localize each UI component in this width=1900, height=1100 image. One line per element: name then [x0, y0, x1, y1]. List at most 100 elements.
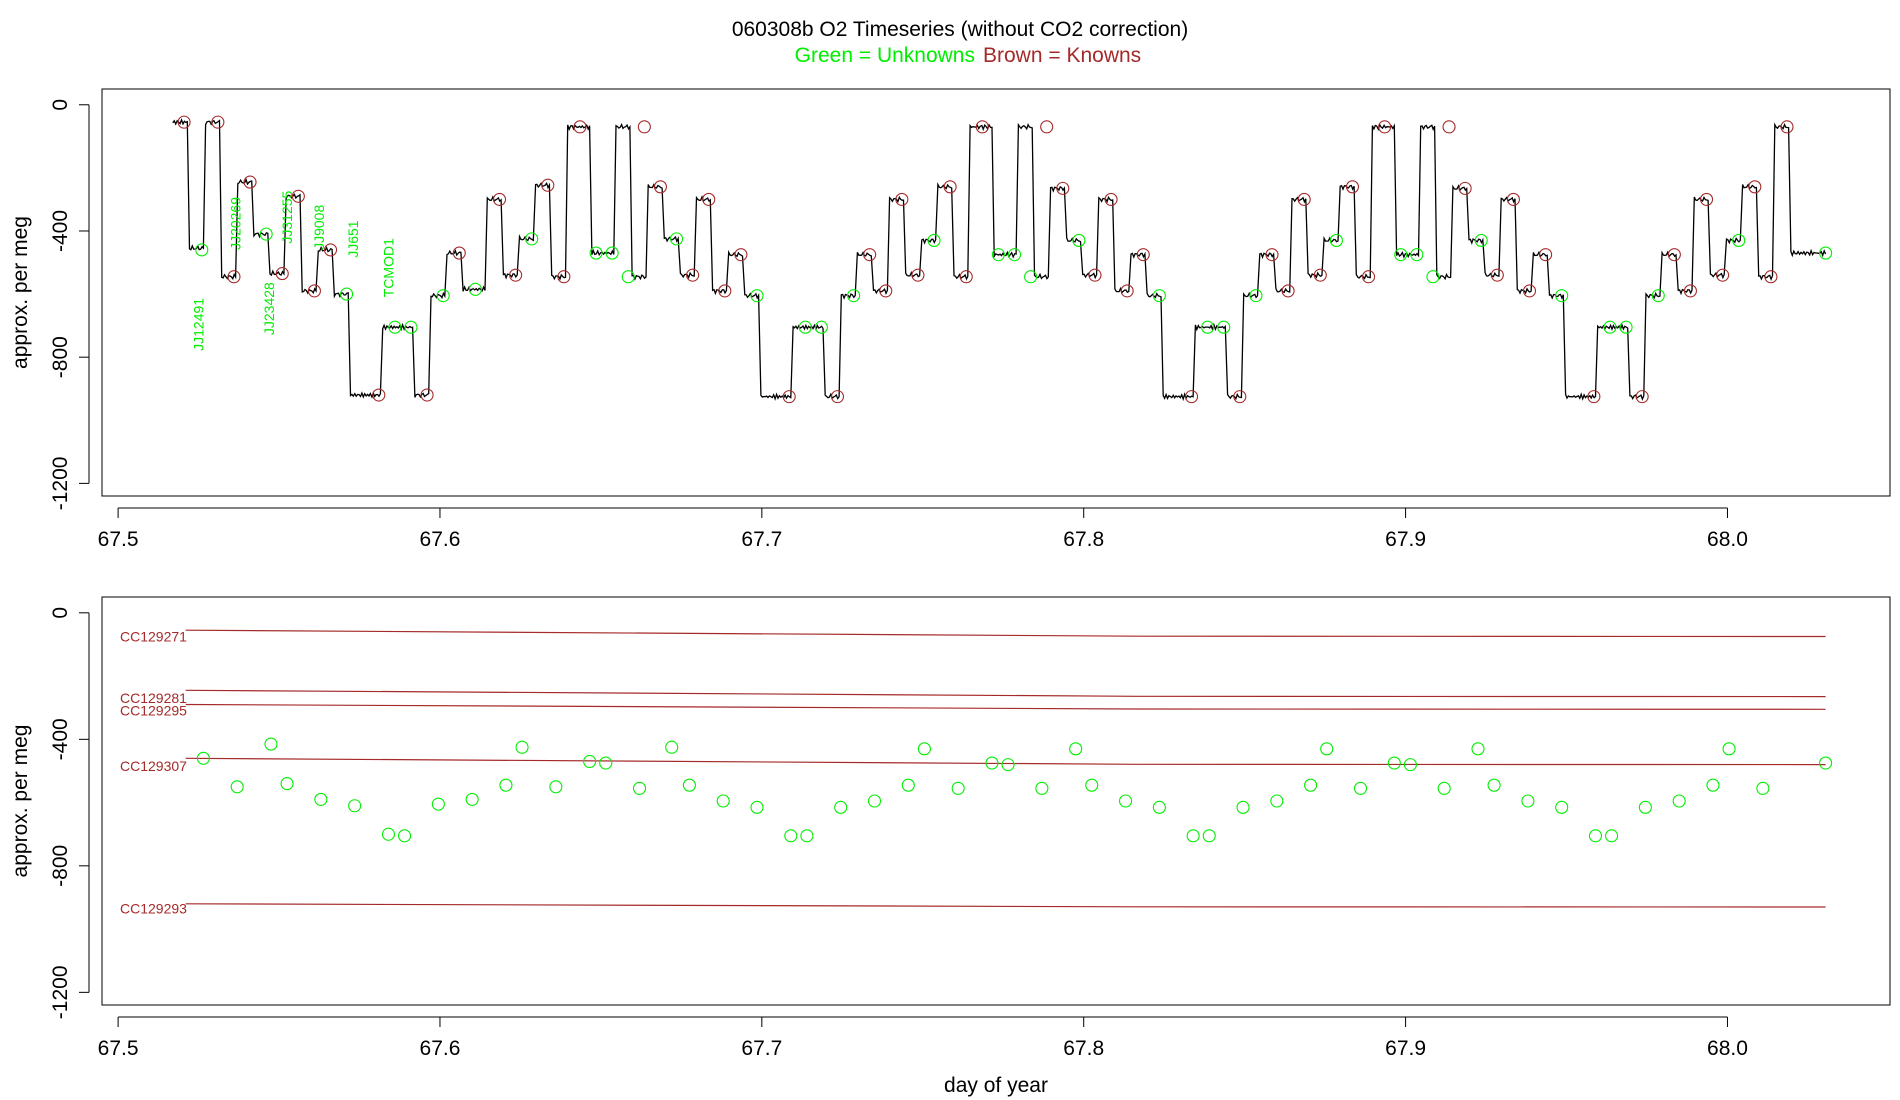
- known-point-marker: [1748, 180, 1762, 194]
- unknown-point-marker: [814, 320, 828, 334]
- known-point-marker: [1040, 120, 1054, 134]
- unknown-point-marker: [1186, 829, 1200, 843]
- unknown-point-marker: [431, 797, 445, 811]
- known-point-marker: [1281, 284, 1295, 298]
- unknown-point-marker: [1487, 778, 1501, 792]
- known-point-marker: [372, 388, 386, 402]
- known-point-marker: [227, 270, 241, 284]
- known-point-marker: [830, 390, 845, 404]
- unknown-point-marker: [901, 778, 915, 792]
- unknown-point-marker: [1394, 248, 1408, 262]
- unknown-point-marker: [1638, 800, 1652, 814]
- unknown-point-marker: [499, 778, 513, 792]
- unknown-point-marker: [991, 248, 1005, 262]
- known-point-marker: [1780, 120, 1794, 134]
- known-point-marker: [211, 115, 225, 129]
- known-point-marker: [1233, 390, 1247, 404]
- known-point-marker: [1378, 120, 1392, 134]
- unknown-point-marker: [1819, 756, 1833, 770]
- unknown-point-marker: [800, 829, 814, 843]
- figure-title: 060308b O2 Timeseries (without CO2 corre…: [732, 18, 1188, 41]
- unknown-point-marker: [750, 800, 764, 814]
- unknown-point-marker: [1474, 233, 1488, 247]
- known-point-marker: [1522, 284, 1537, 298]
- unknown-point-marker: [599, 756, 613, 770]
- known-reference-label: CC129271: [120, 628, 187, 644]
- unknown-point-marker: [436, 289, 450, 303]
- unknown-point-marker: [1426, 270, 1440, 284]
- known-point-marker: [275, 267, 289, 281]
- top-plot-frame: [101, 88, 1891, 497]
- unknown-point-marker: [1588, 829, 1603, 843]
- bottom-x-tick-label: 67.6: [420, 1037, 461, 1060]
- unknown-point-marker: [1651, 289, 1665, 303]
- unknown-point-marker: [1471, 742, 1485, 756]
- known-point-marker: [863, 248, 877, 262]
- known-point-marker: [1667, 248, 1681, 262]
- unknown-point-marker: [398, 829, 412, 843]
- known-point-marker: [1683, 284, 1697, 298]
- known-point-marker: [243, 175, 257, 189]
- unknown-point-marker: [549, 780, 563, 794]
- known-point-marker: [420, 388, 434, 402]
- top-y-axis-label: approx. per meg: [9, 216, 32, 369]
- known-point-marker: [1442, 120, 1456, 134]
- top-y-tick-label: 0: [49, 99, 72, 111]
- unknown-point-marker: [1119, 794, 1133, 808]
- unknown-point-marker: [985, 756, 999, 770]
- unknown-point-marker: [1035, 781, 1049, 795]
- top-x-tick-label: 67.6: [420, 528, 461, 551]
- known-point-marker: [734, 248, 748, 262]
- known-point-marker: [492, 192, 507, 206]
- known-point-marker: [1539, 248, 1553, 262]
- unknown-point-marker: [1437, 781, 1451, 795]
- unknown-point-marker: [1072, 233, 1086, 247]
- unknown-point-marker: [1732, 233, 1746, 247]
- known-point-marker: [718, 284, 732, 298]
- unknown-point-marker: [195, 243, 209, 257]
- unknown-point-marker: [1756, 781, 1770, 795]
- known-point-marker: [307, 284, 321, 298]
- known-reference-label: CC129307: [120, 758, 187, 774]
- unknown-point-marker: [1001, 758, 1015, 772]
- timeseries-trace-line: [172, 118, 1827, 402]
- unknown-point-marker: [1672, 794, 1686, 808]
- known-point-marker: [1136, 248, 1150, 262]
- known-point-marker: [323, 243, 338, 257]
- unknown-point-marker: [665, 740, 679, 754]
- known-point-marker: [1490, 268, 1504, 282]
- known-point-marker: [1764, 270, 1778, 284]
- unknown-point-marker: [951, 781, 965, 795]
- unknown-point-marker: [1202, 829, 1216, 843]
- legend-unknowns: Green = Unknowns: [795, 44, 975, 67]
- known-point-marker: [653, 180, 667, 194]
- unknown-point-marker: [1555, 289, 1569, 303]
- known-point-marker: [895, 192, 909, 206]
- unknown-point-marker: [1152, 800, 1166, 814]
- unknown-point-marker: [589, 246, 603, 260]
- known-point-marker: [541, 178, 555, 192]
- known-point-marker: [1104, 192, 1118, 206]
- unknown-point-marker: [388, 320, 402, 334]
- known-point-marker: [1120, 284, 1134, 298]
- unknown-point-marker: [1201, 320, 1215, 334]
- unknown-point-marker: [1555, 800, 1569, 814]
- unknown-point-marker: [1353, 781, 1368, 795]
- known-point-marker: [1458, 181, 1472, 195]
- bottom-x-tick-label: 68.0: [1707, 1037, 1748, 1060]
- unknown-point-marker: [917, 742, 931, 756]
- legend-knowns: Brown = Knowns: [983, 44, 1141, 67]
- bottom-y-tick-label: -400: [49, 718, 72, 760]
- known-point-marker: [452, 246, 466, 260]
- top-x-tick-label: 68.0: [1707, 528, 1748, 551]
- top-y-tick-label: -1200: [49, 457, 72, 511]
- unknown-point-marker: [716, 794, 730, 808]
- known-point-marker: [1313, 268, 1327, 282]
- bottom-panel-knowns-unknowns: 67.5 67.6 67.7 67.8 67.9 68.0 0 -400 -800 -1200 ap…: [9, 596, 1891, 1097]
- top-x-tick-label: 67.5: [98, 528, 139, 551]
- unknown-point-marker: [465, 792, 479, 806]
- unknown-point-marker: [1152, 289, 1166, 303]
- known-point-marker: [1716, 268, 1730, 282]
- known-point-marker: [1184, 390, 1199, 404]
